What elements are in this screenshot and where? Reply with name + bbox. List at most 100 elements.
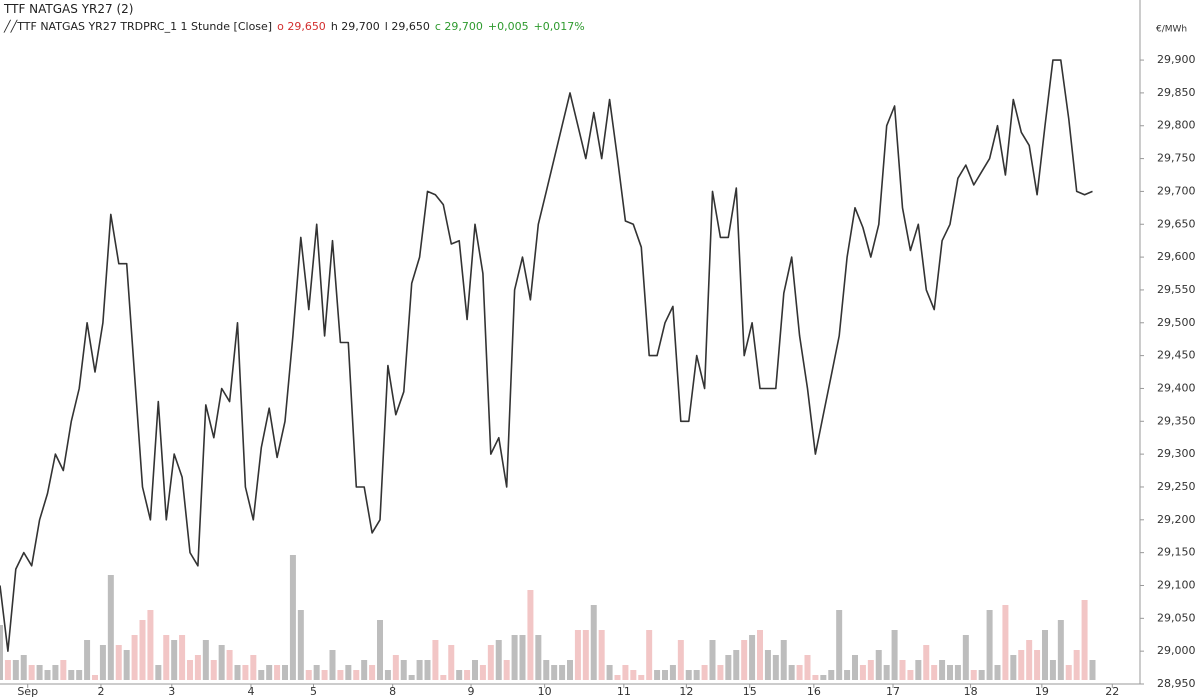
volume-bar: [4, 660, 11, 680]
volume-bar: [741, 640, 748, 680]
volume-bar: [1081, 600, 1088, 680]
volume-bar: [1065, 665, 1072, 680]
volume-bar: [947, 665, 953, 680]
volume-bar: [1002, 605, 1009, 680]
y-tick-label: 28,950: [1157, 677, 1196, 690]
volume-bar: [353, 670, 360, 680]
volume-bar: [915, 660, 922, 680]
y-tick-label: 29,850: [1157, 86, 1196, 99]
x-tick-label: 16: [807, 685, 821, 698]
volume-bar: [1057, 620, 1064, 680]
x-tick-label: 19: [1035, 685, 1049, 698]
chart-title: TTF NATGAS YR27 (2): [4, 2, 134, 16]
volume-bar: [345, 665, 352, 680]
volume-bar: [709, 640, 716, 680]
volume-bar: [630, 670, 637, 680]
volume-bar: [234, 665, 241, 680]
volume-bar: [313, 665, 320, 680]
volume-bar: [487, 645, 494, 680]
volume-bar: [84, 640, 91, 680]
volume-bar: [289, 555, 296, 680]
legend-open: o 29,650: [277, 20, 326, 33]
volume-bar: [218, 645, 225, 680]
volume-bar: [242, 665, 249, 680]
volume-bar: [685, 670, 692, 680]
y-tick-label: 29,400: [1157, 381, 1196, 394]
volume-bar: [725, 655, 732, 680]
legend-high: h 29,700: [330, 20, 380, 33]
volume-bar: [60, 660, 67, 680]
volume-bar: [733, 650, 740, 680]
volume-bar: [970, 670, 977, 680]
volume-bar: [337, 670, 344, 680]
volume-bar: [606, 665, 613, 680]
volume-bar: [123, 650, 130, 680]
y-tick-label: 29,700: [1157, 184, 1196, 197]
x-tick-label: 11: [617, 685, 631, 698]
legend: ╱╱TTF NATGAS YR27 TRDPRC_1 1 Stunde [Clo…: [4, 20, 590, 33]
price-line: [0, 59, 1093, 652]
y-tick-label: 29,900: [1157, 53, 1196, 66]
volume-bar: [717, 665, 724, 680]
legend-change-pct: +0,017%: [533, 20, 585, 33]
x-tick-label: 3: [168, 685, 175, 698]
volume-bar: [305, 670, 312, 680]
volume-bar: [1042, 630, 1048, 680]
volume-bar: [377, 620, 383, 680]
x-tick-label: 12: [679, 685, 693, 698]
volume-bar: [369, 665, 376, 680]
volume-bar: [582, 630, 589, 680]
volume-bar: [535, 635, 542, 680]
volume-bar: [844, 670, 851, 680]
y-tick-label: 29,000: [1157, 644, 1196, 657]
volume-bar: [432, 640, 439, 680]
volume-bar: [266, 665, 273, 680]
volume-bar: [527, 590, 534, 680]
volume-bar: [749, 635, 756, 680]
volume-bar: [472, 660, 478, 680]
volume-bar: [1073, 650, 1080, 680]
volume-bar: [852, 655, 858, 680]
volume-bar: [859, 665, 866, 680]
x-tick-label: 5: [310, 685, 317, 698]
x-tick-label: 2: [97, 685, 104, 698]
volume-bar: [590, 605, 597, 680]
y-tick-label: 29,750: [1157, 152, 1196, 165]
volume-bar: [115, 645, 122, 680]
x-tick-label: 8: [389, 685, 396, 698]
volume-bar: [836, 610, 843, 680]
volume-bar: [464, 670, 471, 680]
volume-bar: [258, 670, 265, 680]
volume-bar: [384, 670, 391, 680]
volume-bar: [44, 670, 51, 680]
volume-bar: [677, 640, 684, 680]
volume-bar: [424, 660, 431, 680]
volume-bar: [804, 655, 811, 680]
volume-bar: [646, 630, 653, 680]
volume-bar: [883, 665, 890, 680]
x-tick-label: 22: [1105, 685, 1119, 698]
volume-bar: [812, 675, 819, 680]
y-tick-label: 29,250: [1157, 480, 1196, 493]
y-tick-label: 29,050: [1157, 611, 1196, 624]
y-tick-label: 29,450: [1157, 349, 1196, 362]
volume-bar: [321, 670, 328, 680]
volume-bar: [440, 675, 447, 680]
volume-bar: [52, 665, 59, 680]
volume-bar: [994, 665, 1001, 680]
volume-bar: [693, 670, 700, 680]
volume-bar: [456, 670, 463, 680]
volume-bar: [574, 630, 581, 680]
volume-bar: [1026, 640, 1033, 680]
volume-bar: [1018, 650, 1025, 680]
x-tick-label: 10: [538, 685, 552, 698]
volume-bar: [155, 665, 162, 680]
volume-bar: [899, 660, 906, 680]
volume-bar: [297, 610, 304, 680]
volume-bar: [820, 675, 827, 680]
volume-bar: [282, 665, 288, 680]
volume-bar: [654, 670, 661, 680]
y-tick-label: 29,800: [1157, 119, 1196, 132]
y-tick-label: 29,600: [1157, 250, 1196, 263]
volume-bar: [669, 665, 676, 680]
